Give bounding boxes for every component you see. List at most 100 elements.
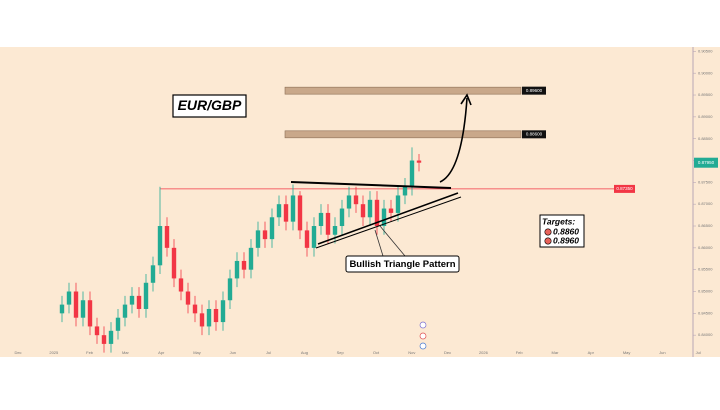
candle-body [108, 330, 114, 344]
candle-body [129, 295, 135, 305]
y-tick-label: 0.86000 [698, 245, 713, 250]
candle-body [94, 326, 100, 336]
candle-body [346, 195, 352, 209]
candle-body [367, 199, 373, 218]
chart-title: EUR/GBP [178, 97, 242, 113]
candle-body [59, 304, 65, 314]
y-tick-label: 0.90000 [698, 70, 713, 75]
x-tick-label: Dec [14, 350, 21, 355]
target-icon [544, 228, 552, 236]
level-label: 0.89600 [526, 88, 543, 93]
candle-body [381, 208, 387, 227]
candle-body [416, 160, 422, 163]
x-tick-label: Jun [230, 350, 236, 355]
pattern-label: Bullish Triangle Pattern [349, 259, 455, 270]
arrow-head [460, 93, 472, 106]
candle-body [122, 304, 128, 318]
triangle-lower [317, 192, 459, 245]
title-box [172, 94, 247, 118]
triangle-lower-2 [315, 196, 462, 249]
x-tick-label: May [193, 350, 201, 355]
y-tick-label: 0.89000 [698, 114, 713, 119]
targets-title: Targets: [542, 216, 575, 226]
candle-body [283, 204, 289, 222]
candle-body [276, 204, 282, 218]
candle-body [248, 247, 254, 270]
y-tick-label: 0.88500 [698, 136, 713, 141]
candle-body [360, 204, 366, 218]
candle-body [297, 195, 303, 231]
x-tick-label: Oct [373, 350, 380, 355]
last-price-box [694, 157, 718, 168]
candle-body [115, 317, 121, 331]
y-tick-label: 0.87500 [698, 179, 713, 184]
event-icon [419, 342, 427, 350]
candle-body [269, 217, 275, 240]
callout-pointer [379, 225, 406, 257]
y-tick-label: 0.90500 [698, 48, 713, 53]
candle-body [255, 230, 261, 248]
candle-body [185, 291, 191, 305]
candle-body [241, 260, 247, 270]
x-tick-label: Mar [122, 350, 130, 355]
candle-body [339, 208, 345, 227]
candle-body [332, 226, 338, 235]
level-label: 0.88600 [526, 132, 543, 137]
candle-body [325, 212, 331, 235]
x-tick-label: Jul [696, 350, 701, 355]
candle-body [199, 313, 205, 327]
candle-body [290, 195, 296, 222]
level-label-box [522, 86, 546, 95]
y-tick-label: 0.85000 [698, 289, 713, 294]
candle-body [136, 295, 142, 309]
event-icon [419, 332, 427, 340]
level-label-box [522, 130, 546, 139]
candle-body [353, 195, 359, 205]
target-zone [284, 130, 522, 139]
candle-body [164, 226, 170, 248]
candle-body [192, 304, 198, 314]
candle-body [311, 226, 317, 248]
event-icon [419, 321, 427, 329]
x-tick-label: Mar [552, 350, 560, 355]
target-zone [284, 86, 522, 95]
last-price-label: 0.87950 [698, 160, 715, 165]
candle-body [206, 308, 212, 327]
candle-body [318, 212, 324, 227]
candle-body [227, 278, 233, 301]
x-tick-label: Apr [588, 350, 595, 355]
candle-body [409, 160, 415, 187]
y-tick-label: 0.87000 [698, 201, 713, 206]
y-tick-label: 0.86500 [698, 223, 713, 228]
candle-body [171, 247, 177, 279]
candle-body [402, 186, 408, 196]
x-tick-label: Nov [408, 350, 415, 355]
resistance-label: 0.87350 [616, 186, 633, 191]
y-tick-label: 0.84000 [698, 332, 713, 337]
target-value: 0.8960 [553, 235, 579, 245]
chart-background [0, 47, 720, 357]
callout-pointer [374, 229, 384, 257]
candle-body [87, 300, 93, 327]
candle-body [66, 291, 72, 305]
candle-body [150, 265, 156, 283]
y-tick-label: 0.84500 [698, 310, 713, 315]
candle-body [220, 300, 226, 323]
x-tick-label: Jul [266, 350, 271, 355]
target-value: 0.8860 [553, 226, 579, 236]
x-tick-label: Feb [516, 350, 524, 355]
x-tick-label: May [623, 350, 631, 355]
pattern-label-box [345, 255, 460, 273]
resistance-label-box [614, 184, 635, 193]
candle-body [213, 308, 219, 323]
plot: 0.905000.900000.895000.890000.885000.880… [14, 48, 718, 355]
candle-body [80, 300, 86, 318]
candle-body [234, 260, 240, 279]
triangle-upper [290, 181, 452, 189]
x-tick-label: Apr [158, 350, 165, 355]
x-tick-label: Feb [86, 350, 94, 355]
x-tick-label: Sep [337, 350, 345, 355]
candle-body [388, 208, 394, 213]
